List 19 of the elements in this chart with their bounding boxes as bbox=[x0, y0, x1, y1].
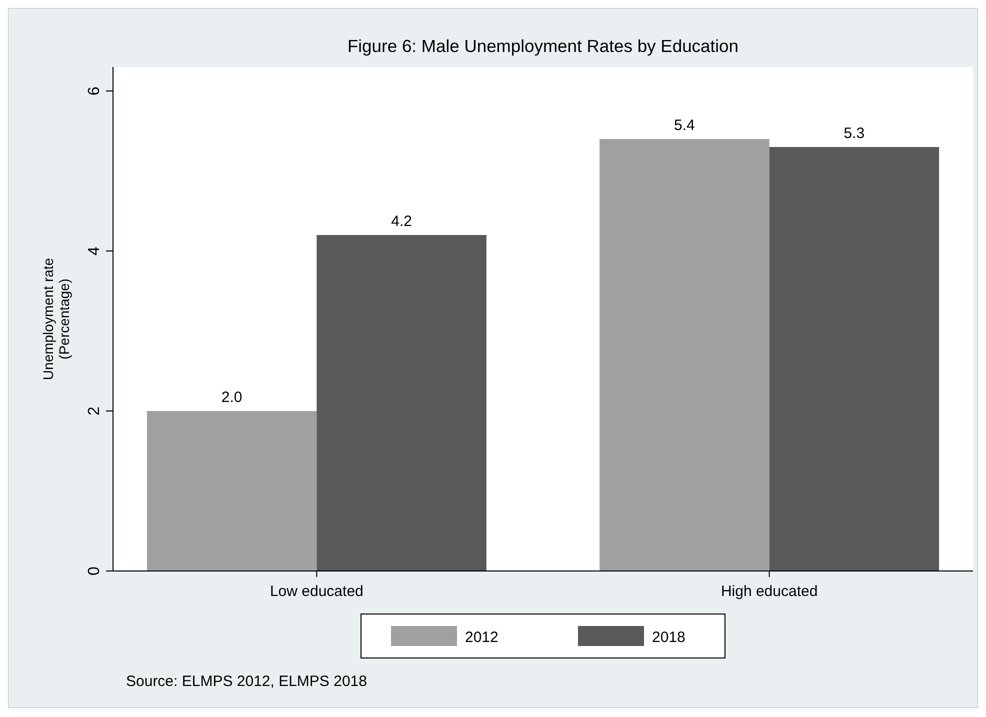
data-label: 2.0 bbox=[221, 389, 242, 406]
bar bbox=[316, 235, 486, 571]
data-label: 5.3 bbox=[844, 125, 865, 142]
x-tick-label: Low educated bbox=[270, 583, 364, 600]
y-tick-label: 6 bbox=[86, 86, 103, 96]
chart-title: Figure 6: Male Unemployment Rates by Education bbox=[347, 36, 739, 56]
bar bbox=[769, 147, 940, 571]
y-tick-label: 2 bbox=[86, 406, 103, 416]
legend-label: 2018 bbox=[652, 629, 686, 646]
data-label: 5.4 bbox=[674, 117, 695, 134]
bar bbox=[146, 411, 317, 571]
y-axis-title: Unemployment rate (Percentage) bbox=[40, 258, 72, 380]
y-tick-label: 0 bbox=[86, 566, 103, 576]
x-tick-label: High educated bbox=[720, 583, 818, 600]
source-note: Source: ELMPS 2012, ELMPS 2018 bbox=[126, 673, 367, 690]
data-label: 4.2 bbox=[391, 213, 412, 230]
legend-label: 2012 bbox=[465, 629, 498, 646]
bar bbox=[600, 139, 770, 571]
y-tick-label: 4 bbox=[86, 246, 103, 256]
